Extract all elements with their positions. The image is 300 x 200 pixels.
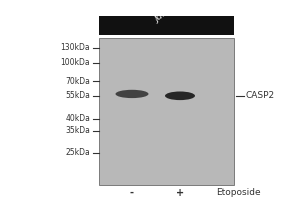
Text: Etoposide: Etoposide [216, 188, 261, 197]
Ellipse shape [165, 91, 195, 100]
Text: 55kDa: 55kDa [65, 91, 90, 100]
Text: -: - [130, 188, 134, 198]
Text: Jurkat: Jurkat [153, 1, 180, 24]
Text: 130kDa: 130kDa [60, 43, 90, 52]
Text: CASP2: CASP2 [246, 91, 275, 100]
Text: 100kDa: 100kDa [60, 58, 90, 67]
Text: 25kDa: 25kDa [65, 148, 90, 157]
Text: 40kDa: 40kDa [65, 114, 90, 123]
Text: 70kDa: 70kDa [65, 77, 90, 86]
Ellipse shape [116, 90, 148, 98]
Text: 35kDa: 35kDa [65, 126, 90, 135]
Text: +: + [176, 188, 184, 198]
FancyBboxPatch shape [99, 16, 234, 35]
FancyBboxPatch shape [99, 38, 234, 185]
